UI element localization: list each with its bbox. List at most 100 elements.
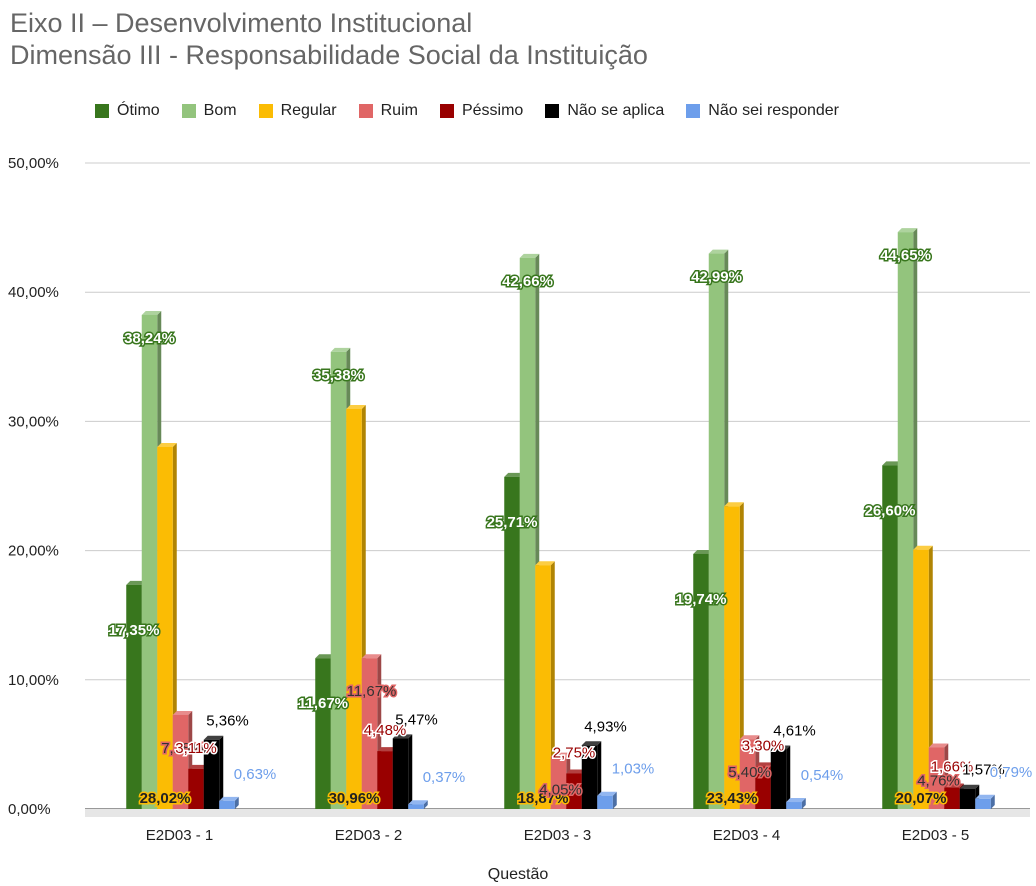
data-label: 4,05% — [539, 782, 582, 799]
bar — [346, 408, 362, 809]
bar-top — [944, 783, 964, 788]
data-label: 2,75% — [553, 744, 596, 761]
x-tick-label: E2D03 - 2 — [335, 827, 403, 844]
data-label: 0,54% — [801, 767, 844, 784]
bar-top — [172, 710, 193, 715]
bar-top — [708, 249, 729, 254]
data-label: 5,36% — [206, 713, 249, 730]
data-label: 35,38% — [313, 367, 364, 384]
bar-top — [315, 654, 335, 659]
bar-top — [928, 743, 949, 748]
bar — [913, 549, 929, 809]
bar-side — [928, 545, 933, 809]
bar-side — [597, 741, 602, 809]
data-label: 42,99% — [691, 269, 742, 286]
legend-label: Péssimo — [461, 102, 524, 119]
bar-top — [913, 545, 933, 550]
bar — [566, 773, 582, 809]
bar-top — [724, 502, 744, 507]
data-label: 0,63% — [234, 766, 277, 783]
y-tick-label: 50,00% — [8, 155, 59, 172]
data-label: 19,74% — [676, 591, 727, 608]
bar-top — [203, 735, 224, 740]
legend-item: Não se aplica — [545, 102, 664, 120]
bar-top — [330, 347, 351, 352]
bar-top — [693, 549, 713, 554]
chart-legend: Ótimo Bom Regular Ruim Péssimo Não se aplica N… — [95, 102, 861, 120]
data-label: 11,67% — [347, 683, 397, 700]
data-label: 30,96% — [329, 790, 380, 807]
bar-top — [739, 735, 760, 740]
data-label: 0,79% — [990, 764, 1033, 781]
legend-item: Ruim — [358, 102, 418, 120]
data-label: 1,57% — [962, 762, 1005, 779]
data-label: 25,71% — [487, 514, 538, 531]
bar-top — [550, 752, 571, 757]
bar — [392, 738, 409, 809]
bar-top — [377, 747, 397, 752]
bar-side — [990, 794, 995, 809]
bar — [597, 795, 613, 809]
legend-item: Bom — [181, 102, 237, 120]
data-label: 5,40% — [728, 764, 771, 781]
bar — [944, 787, 960, 809]
bar — [330, 351, 347, 809]
bar — [975, 798, 991, 809]
legend-swatch — [686, 104, 701, 118]
bar — [188, 768, 204, 809]
bar — [157, 446, 173, 809]
bar — [724, 506, 740, 809]
bar-top — [597, 791, 617, 796]
bar-top — [897, 228, 918, 233]
legend-swatch — [258, 104, 273, 118]
bar-side — [219, 735, 224, 809]
data-label: 17,35% — [109, 622, 160, 639]
legend-item: Não sei responder — [686, 102, 839, 120]
y-tick-label: 40,00% — [8, 284, 59, 301]
legend-swatch — [95, 104, 109, 118]
bar — [141, 314, 158, 809]
data-label: 11,67% — [298, 695, 348, 712]
bar-side — [234, 796, 239, 809]
bar — [172, 714, 189, 809]
legend-label: Ruim — [380, 102, 418, 119]
bar-top — [408, 800, 428, 805]
bar — [408, 804, 424, 809]
bar-top — [126, 580, 146, 585]
bar-top — [770, 745, 791, 750]
data-label: 1,66% — [931, 759, 974, 776]
data-label: 1,03% — [612, 761, 655, 778]
bar — [219, 800, 235, 809]
y-tick-label: 20,00% — [8, 543, 59, 560]
bar-side — [739, 502, 744, 809]
bar-top — [361, 654, 382, 659]
bar — [550, 756, 567, 809]
bar-top — [581, 741, 602, 746]
x-tick-label: E2D03 - 1 — [146, 827, 214, 844]
y-tick-label: 0,00% — [8, 801, 51, 818]
bar — [770, 749, 787, 809]
bar — [693, 553, 709, 809]
data-label: 4,61% — [773, 722, 816, 739]
x-tick-label: E2D03 - 4 — [713, 827, 781, 844]
legend-label: Não sei responder — [708, 102, 840, 119]
bar-top — [755, 762, 775, 767]
data-label: 0,37% — [423, 769, 466, 786]
data-label: 4,93% — [584, 718, 627, 735]
data-label: 26,60% — [865, 502, 916, 519]
legend-label: Ótimo — [117, 102, 160, 119]
bar-side — [550, 561, 555, 809]
bar — [882, 465, 898, 809]
bar — [315, 658, 331, 809]
bar — [581, 745, 598, 809]
legend-item: Péssimo — [439, 102, 524, 120]
bar — [928, 747, 945, 809]
bar — [959, 788, 976, 809]
y-tick-label: 10,00% — [8, 672, 59, 689]
legend-swatch — [545, 104, 560, 118]
bar-top — [975, 794, 995, 799]
bar — [519, 257, 536, 810]
data-label: 38,24% — [124, 330, 175, 347]
bar-top — [882, 461, 902, 466]
